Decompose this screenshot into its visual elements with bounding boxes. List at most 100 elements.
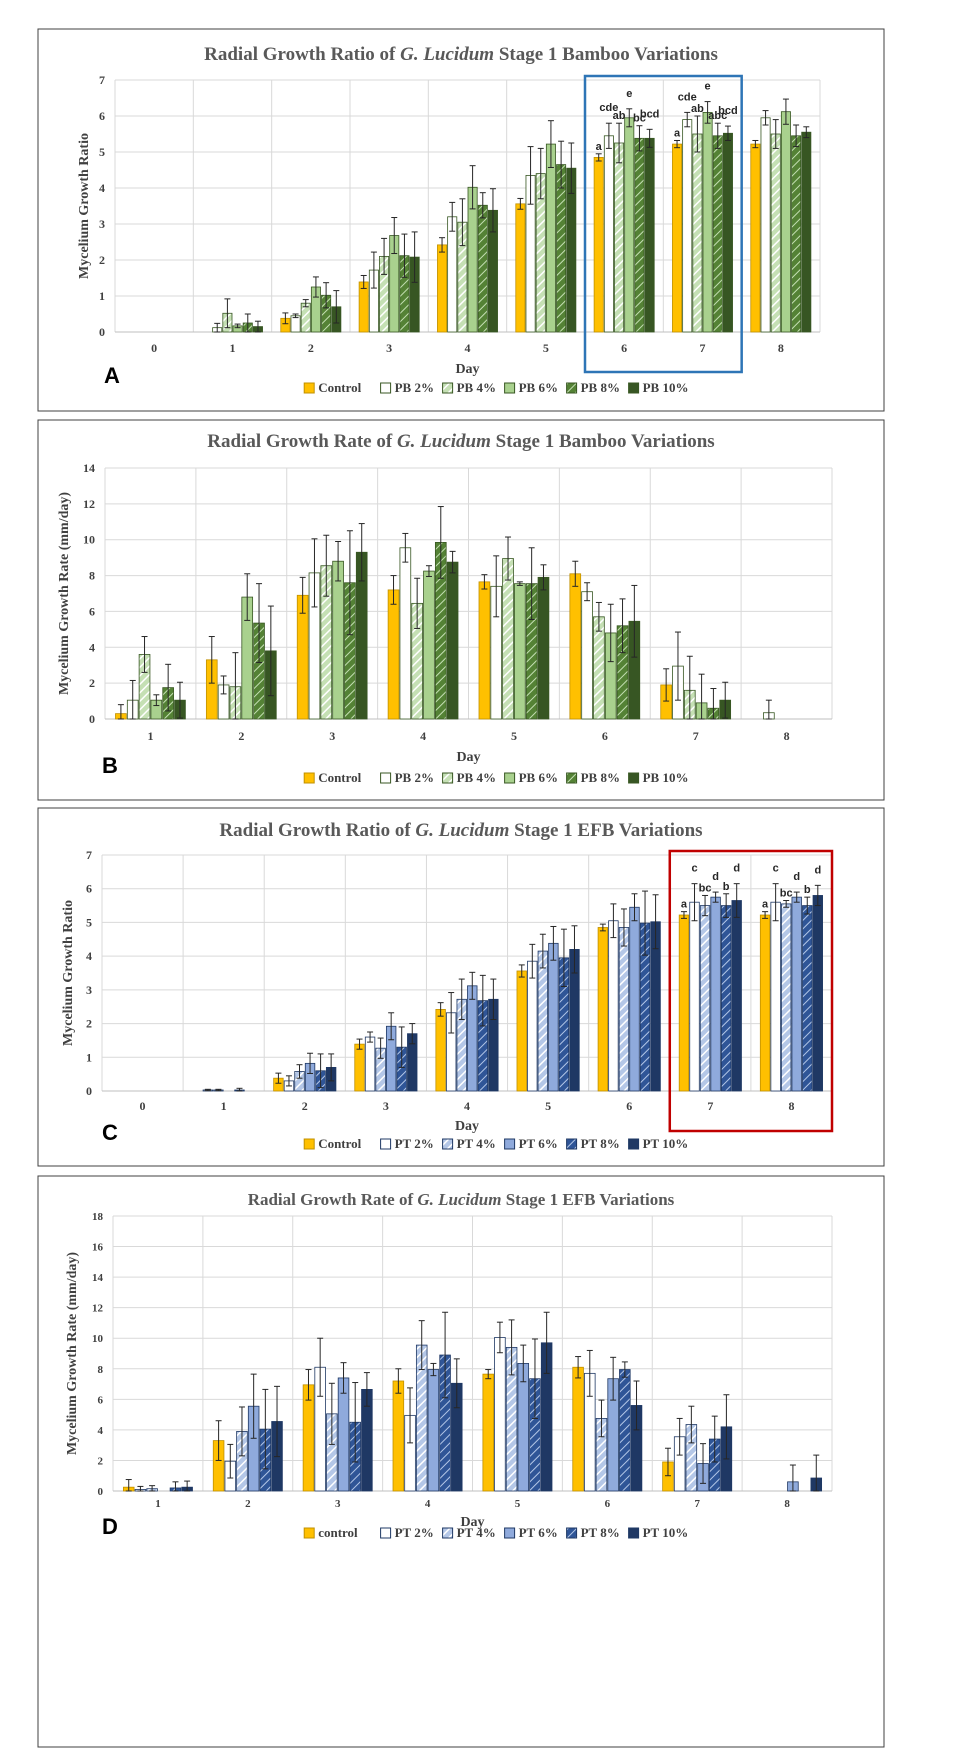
legend-swatch bbox=[380, 382, 392, 394]
x-tick-label: 2 bbox=[308, 341, 314, 355]
x-tick-label: 1 bbox=[221, 1099, 227, 1113]
error-bar bbox=[529, 943, 536, 979]
error-bar bbox=[619, 598, 626, 654]
legend-label: PT 4% bbox=[457, 1136, 496, 1151]
error-bar bbox=[137, 1485, 144, 1492]
bar bbox=[572, 1366, 584, 1492]
error-bar bbox=[409, 1023, 416, 1045]
error-bar bbox=[520, 1344, 527, 1383]
error-bar bbox=[449, 550, 456, 574]
error-bar bbox=[568, 142, 575, 194]
error-bar bbox=[528, 547, 535, 620]
error-bar bbox=[575, 1356, 582, 1379]
bar bbox=[427, 1369, 440, 1492]
significance-label: bcd bbox=[640, 108, 660, 120]
error-bar bbox=[129, 679, 136, 720]
x-axis-label: Day bbox=[460, 1515, 484, 1530]
title-part-2: Stage 1 EFB Variations bbox=[509, 820, 702, 841]
bar bbox=[300, 302, 311, 333]
error-bar bbox=[176, 681, 183, 719]
error-bar bbox=[227, 1443, 234, 1479]
bar bbox=[290, 315, 301, 333]
chart-title: Radial Growth Rate of G. Lucidum Stage 1… bbox=[248, 1190, 675, 1209]
legend-label: PB 6% bbox=[519, 380, 558, 395]
error-bar bbox=[328, 1053, 335, 1082]
y-tick-label: 4 bbox=[86, 949, 92, 963]
x-tick-label: 5 bbox=[515, 1498, 521, 1510]
significance-label: cde bbox=[678, 91, 697, 103]
error-bar bbox=[215, 1088, 222, 1092]
bar bbox=[644, 137, 655, 333]
chart-panel-a: Radial Growth Ratio of G. Lucidum Stage … bbox=[37, 28, 885, 412]
legend-swatch bbox=[566, 1527, 578, 1539]
error-bar bbox=[254, 320, 261, 333]
error-bar bbox=[311, 538, 318, 608]
error-bar bbox=[733, 883, 740, 918]
error-bar bbox=[367, 1031, 374, 1043]
x-tick-label: 7 bbox=[700, 341, 706, 355]
x-tick-label: 5 bbox=[545, 1099, 551, 1113]
error-bar bbox=[459, 198, 466, 247]
y-tick-label: 12 bbox=[92, 1303, 104, 1315]
legend-label: PB 2% bbox=[395, 770, 434, 785]
bar bbox=[608, 920, 619, 1092]
error-bar bbox=[803, 126, 810, 139]
x-tick-label: 4 bbox=[420, 729, 426, 743]
significance-label: cde bbox=[599, 102, 618, 114]
error-bar bbox=[789, 1464, 796, 1492]
error-bar bbox=[448, 992, 455, 1034]
y-tick-label: 6 bbox=[99, 109, 105, 123]
error-bar bbox=[449, 201, 456, 232]
chart-panel-c: Radial Growth Ratio of G. Lucidum Stage … bbox=[37, 807, 885, 1167]
bar bbox=[358, 281, 369, 333]
y-tick-label: 7 bbox=[86, 848, 92, 862]
error-bar bbox=[539, 933, 546, 969]
bar bbox=[296, 594, 309, 720]
legend-swatch bbox=[504, 1527, 516, 1539]
y-tick-label: 5 bbox=[99, 145, 105, 159]
significance-label: ab bbox=[691, 103, 704, 115]
legend-label: Control bbox=[318, 770, 361, 785]
error-bar bbox=[700, 1443, 707, 1484]
error-bar bbox=[543, 1311, 550, 1374]
title-part-italic: G. Lucidum bbox=[397, 431, 491, 452]
error-bar bbox=[642, 890, 649, 956]
error-bar bbox=[439, 237, 446, 253]
error-bar bbox=[323, 534, 330, 597]
legend-swatch bbox=[442, 382, 454, 394]
error-bar bbox=[490, 978, 497, 1021]
error-bar bbox=[390, 575, 397, 605]
bar bbox=[731, 900, 742, 1092]
error-bar bbox=[605, 122, 612, 149]
error-bar bbox=[702, 894, 709, 917]
error-bar bbox=[214, 322, 221, 333]
x-tick-label: 2 bbox=[238, 729, 244, 743]
legend: Control PT 2% PT 4% PT 6% PT 8% PT 10% bbox=[303, 1136, 688, 1151]
error-bar bbox=[208, 636, 215, 684]
y-axis-label: Mycelium Growth Ratio bbox=[77, 133, 92, 279]
error-bar bbox=[684, 111, 691, 128]
y-tick-label: 8 bbox=[89, 569, 95, 583]
error-bar bbox=[616, 122, 623, 164]
error-bar bbox=[610, 903, 617, 939]
bar bbox=[712, 135, 723, 333]
error-bar bbox=[220, 675, 227, 695]
bar bbox=[556, 164, 567, 333]
x-tick-label: 3 bbox=[335, 1498, 341, 1510]
bar bbox=[618, 927, 630, 1092]
title-part-1: Radial Growth Ratio of bbox=[219, 820, 415, 841]
legend-swatch bbox=[566, 772, 578, 784]
error-bar bbox=[224, 298, 231, 329]
significance-label: bc bbox=[780, 888, 793, 900]
error-bar bbox=[496, 1321, 503, 1354]
bar bbox=[354, 1043, 365, 1092]
error-bar bbox=[442, 1311, 449, 1399]
error-bar bbox=[584, 582, 591, 602]
x-tick-label: 1 bbox=[155, 1498, 161, 1510]
panel-letter: A bbox=[104, 363, 120, 388]
error-bar bbox=[558, 140, 565, 189]
x-tick-label: 8 bbox=[778, 341, 784, 355]
error-bar bbox=[686, 655, 693, 720]
chart-panel-d: Radial Growth Rate of G. Lucidum Stage 1… bbox=[37, 1175, 885, 1748]
